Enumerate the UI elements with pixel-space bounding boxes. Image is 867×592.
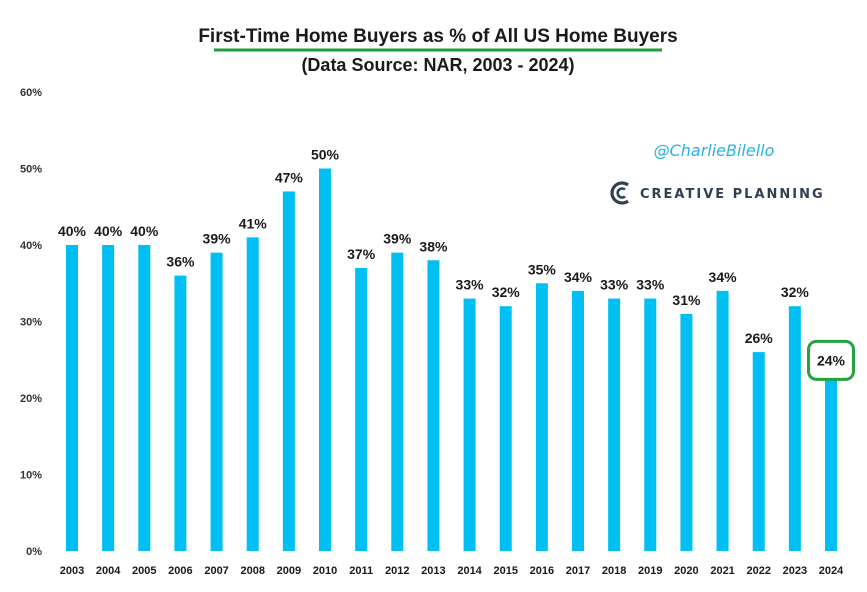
data-label-2017: 34% [564, 269, 593, 285]
x-tick-label-2010: 2010 [313, 565, 337, 577]
data-label-2004: 40% [94, 223, 123, 239]
data-label-2023: 32% [781, 284, 810, 300]
bar-2020 [680, 313, 693, 551]
bar-2017 [572, 290, 584, 551]
data-label-2018: 33% [600, 277, 629, 293]
x-tick-label-2013: 2013 [421, 565, 445, 577]
x-tick-label-2023: 2023 [783, 565, 807, 577]
x-tick-label-2006: 2006 [168, 565, 192, 577]
data-label-2006: 36% [166, 254, 195, 270]
x-tick-label-2015: 2015 [493, 565, 517, 577]
data-label-2020: 31% [672, 292, 701, 308]
x-tick-label-2024: 2024 [819, 565, 844, 577]
creative-planning-logo-icon [610, 181, 629, 205]
data-label-2008: 41% [239, 215, 268, 231]
bar-2009 [282, 191, 295, 551]
x-tick-label-2008: 2008 [240, 565, 264, 577]
data-label-2012: 39% [383, 231, 412, 247]
data-label-2015: 32% [492, 284, 521, 300]
data-label-2005: 40% [130, 223, 159, 239]
bar-2008 [246, 237, 259, 551]
y-tick-label: 40% [20, 240, 42, 252]
data-label-2003: 40% [58, 223, 87, 239]
logo-text: CREATIVE PLANNING [640, 187, 825, 202]
y-tick-label: 60% [20, 87, 42, 99]
bar-2007 [210, 252, 223, 551]
x-tick-label-2020: 2020 [674, 565, 698, 577]
x-tick-label-2021: 2021 [710, 565, 734, 577]
bar-2019 [644, 298, 657, 551]
x-tick-label-2003: 2003 [60, 565, 84, 577]
x-tick-label-2016: 2016 [530, 565, 554, 577]
bar-2012 [391, 252, 404, 551]
bar-2024 [825, 367, 837, 551]
chart-subtitle: (Data Source: NAR, 2003 - 2024) [301, 55, 574, 75]
data-labels: 40% 40% 40% 36% 39% 41% 47% 50% 37% 39% 38% 33% 32% 3… [58, 147, 809, 347]
highlight-label-2024: 24% [817, 352, 846, 368]
data-label-2011: 37% [347, 246, 376, 262]
data-label-2019: 33% [636, 277, 665, 293]
y-tick-label: 20% [20, 393, 42, 405]
bar-2018 [608, 298, 621, 551]
y-tick-label: 50% [20, 164, 42, 176]
x-tick-label-2017: 2017 [566, 565, 590, 577]
data-label-2013: 38% [419, 238, 448, 254]
data-label-2009: 47% [275, 169, 304, 185]
x-tick-label-2014: 2014 [457, 565, 482, 577]
y-tick-label: 10% [20, 470, 42, 482]
x-tick-label-2012: 2012 [385, 565, 409, 577]
data-label-2014: 33% [456, 277, 485, 293]
x-tick-label-2011: 2011 [349, 565, 373, 577]
bar-2004 [102, 245, 115, 551]
bar-2021 [716, 290, 729, 551]
bar-series [66, 168, 837, 551]
y-axis: 0% 10% 20% 30% 40% 50% 60% [20, 87, 42, 558]
bar-2003 [66, 245, 78, 551]
bar-2016 [535, 283, 548, 551]
x-tick-label-2007: 2007 [204, 565, 228, 577]
bar-2014 [463, 298, 476, 551]
chart-title: First-Time Home Buyers as % of All US Ho… [198, 26, 677, 47]
x-tick-label-2005: 2005 [132, 565, 156, 577]
data-label-2022: 26% [745, 330, 774, 346]
data-label-2007: 39% [203, 231, 232, 247]
data-label-2010: 50% [311, 147, 340, 163]
y-tick-label: 0% [26, 546, 42, 558]
highlight-box-2024 [807, 339, 855, 381]
x-tick-label-2004: 2004 [96, 565, 121, 577]
bar-2022 [752, 352, 765, 551]
bar-2005 [138, 245, 151, 551]
bar-2015 [499, 306, 512, 551]
data-label-2016: 35% [528, 261, 557, 277]
x-tick-label-2009: 2009 [277, 565, 301, 577]
bar-2010 [319, 168, 331, 551]
y-tick-label: 30% [20, 317, 42, 329]
x-tick-label-2018: 2018 [602, 565, 626, 577]
bar-2011 [355, 267, 368, 551]
bar-2023 [788, 306, 801, 551]
x-tick-label-2022: 2022 [746, 565, 770, 577]
bar-2013 [427, 260, 440, 551]
author-handle: @CharlieBilello [654, 141, 775, 160]
creative-planning-logo: CREATIVE PLANNING [610, 181, 825, 205]
x-axis: 2003 2004 2005 2006 2007 2008 2009 2010 2011 2012… [60, 565, 844, 577]
bar-2006 [174, 275, 187, 551]
data-label-2021: 34% [709, 269, 738, 285]
x-tick-label-2019: 2019 [638, 565, 662, 577]
